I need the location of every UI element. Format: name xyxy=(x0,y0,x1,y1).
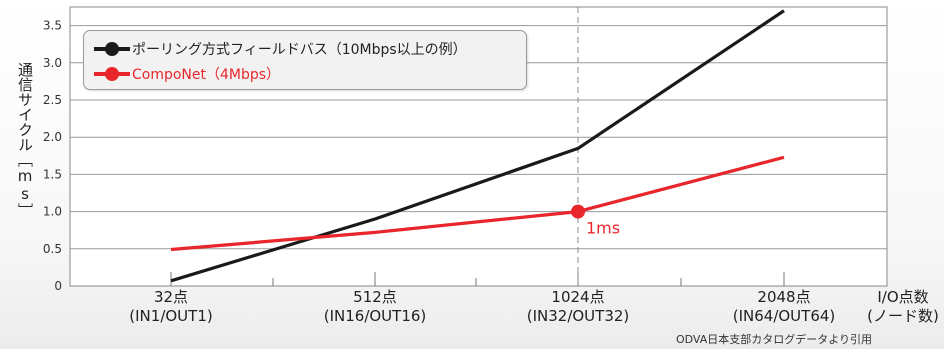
y-tick-label-7: 3.5 xyxy=(43,19,62,33)
x-axis-label: I/O点数 (ノード数) xyxy=(867,288,939,325)
legend-swatch-componet xyxy=(94,64,130,84)
annotation-point xyxy=(571,204,585,219)
legend-item-polling: ポーリング方式フィールドバス（10Mbps以上の例） xyxy=(94,39,467,59)
y-tick-label-3: 1.5 xyxy=(43,167,62,181)
source-note: ODVA日本支部カタログデータより引用 xyxy=(676,333,873,346)
x-tick-label-3: 2048点 (IN64/OUT64) xyxy=(732,288,836,325)
legend: ポーリング方式フィールドバス（10Mbps以上の例） CompoNet（4Mbp… xyxy=(83,30,527,90)
y-tick-label-1: 0.5 xyxy=(43,242,62,256)
y-ticks: 0 0.5 1.0 1.5 2.0 2.5 3.0 3.5 xyxy=(43,19,62,293)
x-tick-label-1: 512点 (IN16/OUT16) xyxy=(323,288,427,325)
y-tick-label-0: 0 xyxy=(54,279,62,293)
y-axis-label: 通信サイクル［ms］ xyxy=(16,62,34,218)
series-lines xyxy=(170,9,785,283)
legend-label-polling: ポーリング方式フィールドバス（10Mbps以上の例） xyxy=(132,42,467,58)
annotation-label: 1ms xyxy=(586,219,620,238)
legend-label-componet: CompoNet（4Mbps） xyxy=(132,67,281,83)
series-line-1 xyxy=(170,155,785,252)
y-tick-label-6: 3.0 xyxy=(43,56,62,70)
y-tick-label-2: 1.0 xyxy=(43,205,62,219)
y-tick-label-4: 2.0 xyxy=(43,130,62,144)
annotation: 1ms xyxy=(571,204,620,238)
x-tick-label-2: 1024点 (IN32/OUT32) xyxy=(526,288,630,325)
legend-item-componet: CompoNet（4Mbps） xyxy=(94,64,280,84)
series-line-0 xyxy=(170,9,785,283)
x-tick-label-0: 32点 (IN1/OUT1) xyxy=(129,288,213,325)
legend-swatch-polling xyxy=(94,39,130,59)
y-tick-label-5: 2.5 xyxy=(43,93,62,107)
